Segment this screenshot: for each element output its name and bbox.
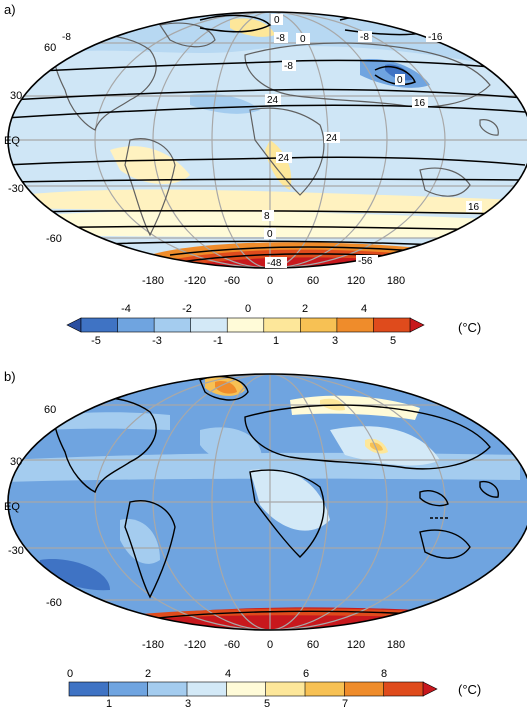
lat-label: EQ xyxy=(4,135,20,147)
lat-label: 60 xyxy=(44,42,56,54)
contour-label: -8 xyxy=(276,33,285,44)
colorbar-tick: 0 xyxy=(245,303,251,315)
colorbar-tick: 5 xyxy=(264,698,270,710)
panel-b-map xyxy=(8,374,527,630)
lon-label: 120 xyxy=(347,275,365,287)
colorbar-cell xyxy=(147,681,188,697)
colorbar-tick: 1 xyxy=(273,335,279,347)
panel-a: a) xyxy=(4,2,527,347)
colorbar-cell xyxy=(383,681,424,697)
panel-b: b) xyxy=(4,369,527,710)
lat-label: -30 xyxy=(8,183,24,195)
colorbar-cell xyxy=(153,317,192,333)
colorbar-cell xyxy=(344,681,385,697)
lon-label: 60 xyxy=(307,639,319,651)
colorbar-cell xyxy=(409,317,425,333)
colorbar-tick: 2 xyxy=(302,303,308,315)
panel-b-colorbar: 0 2 4 6 8 1 3 5 7 (°C) xyxy=(67,668,481,710)
panel-a-lat-labels: 60 30 EQ -30 -60 xyxy=(4,42,62,245)
colorbar-tick: 6 xyxy=(303,668,309,680)
contour-label: 16 xyxy=(468,202,480,213)
colorbar-unit: (°C) xyxy=(458,682,481,697)
colorbar-cell xyxy=(263,317,302,333)
lat-label: -60 xyxy=(46,233,62,245)
colorbar-cell xyxy=(265,681,306,697)
contour-label: 0 xyxy=(267,229,273,240)
lon-label: 0 xyxy=(267,639,273,651)
lon-label: -180 xyxy=(142,275,164,287)
lat-label: EQ xyxy=(4,501,20,513)
colorbar-cell xyxy=(336,317,375,333)
colorbar-tick: 2 xyxy=(145,668,151,680)
lon-label: -60 xyxy=(224,639,240,651)
colorbar-cell xyxy=(117,317,155,333)
contour-label: 24 xyxy=(278,153,290,164)
lon-label: 120 xyxy=(347,639,365,651)
panel-a-lon-labels: -180 -120 -60 0 60 120 180 xyxy=(142,275,405,287)
lon-label: -120 xyxy=(184,639,206,651)
colorbar-tick: -5 xyxy=(91,335,101,347)
contour-label: 0 xyxy=(300,34,306,45)
lon-label: -180 xyxy=(142,639,164,651)
contour-label: 0 xyxy=(274,15,280,26)
lat-label: 30 xyxy=(10,456,22,468)
colorbar-tick: 3 xyxy=(332,335,338,347)
lon-label: 180 xyxy=(387,275,405,287)
lat-label: 60 xyxy=(44,404,56,416)
colorbar-tick: 4 xyxy=(361,303,367,315)
colorbar-tick: -4 xyxy=(121,303,131,315)
lon-label: -120 xyxy=(184,275,206,287)
colorbar-tick: 4 xyxy=(225,668,231,680)
colorbar-unit: (°C) xyxy=(458,320,481,335)
colorbar-tick: 3 xyxy=(185,698,191,710)
colorbar-tick: -2 xyxy=(182,303,192,315)
panel-a-label: a) xyxy=(4,2,16,17)
lat-label: 30 xyxy=(10,90,22,102)
panel-b-lon-labels: -180 -120 -60 0 60 120 180 xyxy=(142,639,405,651)
panel-a-map xyxy=(8,12,527,268)
colorbar-tick: -1 xyxy=(213,335,223,347)
colorbar-cell xyxy=(226,317,265,333)
colorbar-cell xyxy=(108,681,149,697)
colorbar-cell xyxy=(226,681,267,697)
panel-b-lat-labels: 60 30 EQ -30 -60 xyxy=(4,404,62,609)
colorbar-tick: 5 xyxy=(390,335,396,347)
lat-label: -30 xyxy=(8,545,24,557)
colorbar-cell xyxy=(304,681,346,697)
colorbar-cell xyxy=(373,317,411,333)
colorbar-cell xyxy=(300,317,338,333)
panel-b-map-border xyxy=(7,373,527,631)
lon-label: -60 xyxy=(224,275,240,287)
colorbar-cell xyxy=(66,317,82,333)
colorbar-tick: -3 xyxy=(152,335,162,347)
contour-label: -16 xyxy=(428,32,443,43)
contour-label: -56 xyxy=(358,256,373,267)
contour-label: 24 xyxy=(326,133,338,144)
contour-label: 16 xyxy=(414,98,426,109)
colorbar-cell xyxy=(422,681,438,697)
contour-label: -8 xyxy=(360,32,369,43)
panel-b-label: b) xyxy=(4,369,16,384)
colorbar-cell xyxy=(186,681,228,697)
lon-label: 0 xyxy=(267,275,273,287)
colorbar-tick: 7 xyxy=(342,698,348,710)
panel-a-contour-labels: 0 -8 -8 0 -8 -16 -8 0 24 16 24 24 8 0 16… xyxy=(60,14,482,269)
lat-label: -60 xyxy=(46,597,62,609)
panel-a-colorbar: -4 -2 0 2 4 -5 -3 -1 1 3 5 (°C) xyxy=(66,303,481,347)
colorbar-cell xyxy=(190,317,229,333)
colorbar-cell xyxy=(80,317,119,333)
contour-label: -48 xyxy=(267,258,282,269)
colorbar-tick: 1 xyxy=(106,698,112,710)
contour-label: 8 xyxy=(264,211,270,222)
colorbar-tick: 8 xyxy=(381,668,387,680)
colorbar-cell xyxy=(68,681,110,697)
colorbar-tick: 0 xyxy=(67,668,73,680)
contour-label: 0 xyxy=(397,75,403,86)
contour-label: 24 xyxy=(267,95,279,106)
contour-label: -8 xyxy=(62,32,71,43)
contour-label: -8 xyxy=(284,61,293,72)
lon-label: 180 xyxy=(387,639,405,651)
lon-label: 60 xyxy=(307,275,319,287)
